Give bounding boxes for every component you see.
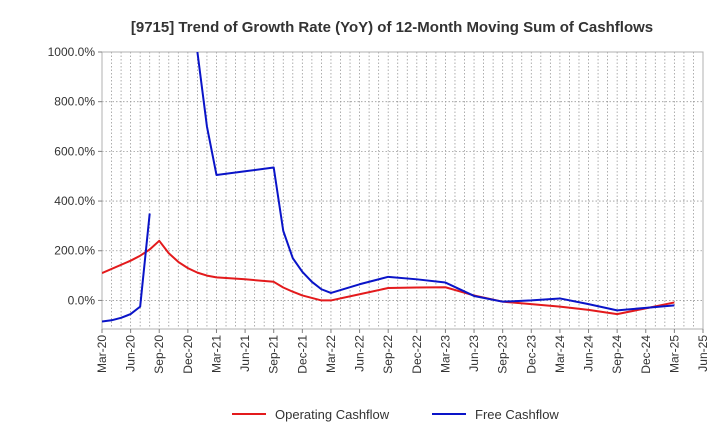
y-tick-label: 1000.0%: [48, 45, 96, 59]
x-tick-label: Mar-20: [95, 335, 109, 373]
series-line-free-cashflow-segment-2: [196, 52, 675, 312]
x-tick-label: Mar-22: [324, 335, 338, 373]
x-tick-label: Sep-21: [267, 335, 281, 374]
x-tick-label: Jun-24: [582, 335, 596, 372]
y-tick-label: 400.0%: [54, 194, 95, 208]
series-layer: [102, 52, 675, 323]
x-tick-label: Mar-24: [553, 335, 567, 373]
x-tick-label: Sep-24: [610, 335, 624, 374]
x-tick-label: Dec-20: [181, 335, 195, 374]
x-tick-label: Jun-23: [467, 335, 481, 372]
x-tick-label: Dec-23: [524, 335, 538, 374]
x-axis-ticks: Mar-20 Jun-20 Sep-20 Dec-20 Mar-21 Jun-21 Sep-…: [95, 329, 710, 374]
x-tick-label: Jun-22: [353, 335, 367, 372]
legend: Operating Cashflow Free Cashflow: [232, 407, 559, 422]
x-tick-label: Jun-25: [696, 335, 710, 372]
y-axis-ticks: 0.0% 200.0% 400.0% 600.0% 800.0% 1000.0%: [48, 45, 102, 307]
x-tick-label: Jun-21: [238, 335, 252, 372]
x-tick-label: Jun-20: [124, 335, 138, 372]
x-tick-label: Sep-22: [381, 335, 395, 374]
x-tick-label: Dec-22: [410, 335, 424, 374]
series-line-operating-cashflow: [102, 239, 675, 316]
y-tick-label: 200.0%: [54, 244, 95, 258]
x-tick-label: Dec-21: [295, 335, 309, 374]
x-tick-label: Dec-24: [639, 335, 653, 374]
y-tick-label: 800.0%: [54, 95, 95, 109]
x-tick-label: Mar-25: [667, 335, 681, 373]
series-line-free-cashflow-segment-1: [102, 213, 151, 323]
chart-title: [9715] Trend of Growth Rate (YoY) of 12-…: [131, 19, 653, 36]
y-tick-label: 0.0%: [68, 293, 96, 307]
x-tick-label: Mar-21: [209, 335, 223, 373]
x-tick-label: Sep-23: [496, 335, 510, 374]
y-tick-label: 600.0%: [54, 144, 95, 158]
x-tick-label: Sep-20: [152, 335, 166, 374]
legend-label-operating-cashflow: Operating Cashflow: [275, 407, 390, 422]
legend-label-free-cashflow: Free Cashflow: [475, 407, 559, 422]
x-tick-label: Mar-23: [438, 335, 452, 373]
plot-frame: [101, 51, 704, 330]
grid: [102, 51, 703, 329]
